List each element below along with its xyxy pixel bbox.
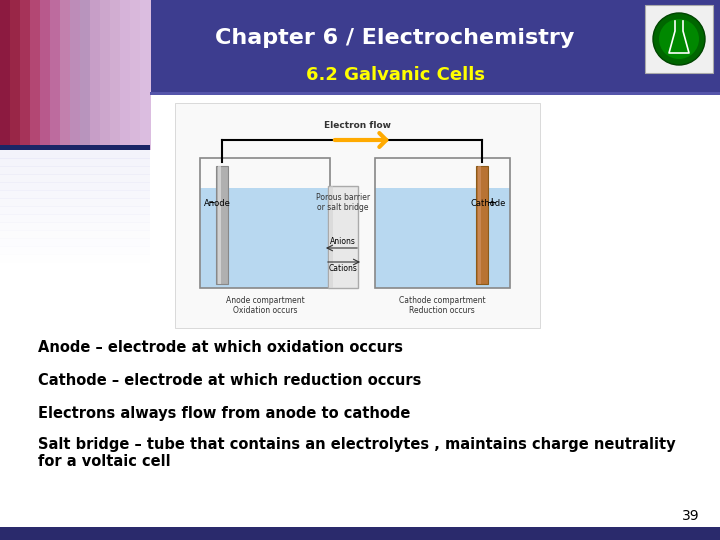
Bar xyxy=(216,166,228,284)
Bar xyxy=(200,158,330,288)
Bar xyxy=(0,238,150,247)
Bar xyxy=(200,188,330,288)
Bar xyxy=(0,0,11,150)
Bar xyxy=(0,166,150,175)
Bar xyxy=(130,0,141,150)
Bar xyxy=(0,182,150,191)
Text: 6.2 Galvanic Cells: 6.2 Galvanic Cells xyxy=(305,66,485,84)
Bar xyxy=(375,188,510,288)
Bar xyxy=(0,222,150,231)
Bar xyxy=(0,198,150,207)
Bar xyxy=(30,0,41,150)
Bar xyxy=(40,0,51,150)
Bar xyxy=(476,166,488,284)
Text: Cathode: Cathode xyxy=(471,199,506,207)
Bar xyxy=(60,0,71,150)
Bar xyxy=(0,0,720,95)
Bar xyxy=(0,206,150,215)
Bar xyxy=(120,0,131,150)
Bar xyxy=(0,145,150,150)
Bar xyxy=(0,174,150,183)
Bar xyxy=(20,0,31,150)
Bar xyxy=(328,186,358,288)
Text: Anode – electrode at which oxidation occurs: Anode – electrode at which oxidation occ… xyxy=(38,340,403,355)
Text: Cathode compartment
Reduction occurs: Cathode compartment Reduction occurs xyxy=(399,296,485,315)
Text: Cations: Cations xyxy=(328,264,357,273)
Text: Anode: Anode xyxy=(204,199,231,207)
Text: Anions: Anions xyxy=(330,237,356,246)
Bar xyxy=(100,0,111,150)
Bar xyxy=(140,0,151,150)
Bar xyxy=(0,254,150,263)
Bar xyxy=(10,0,21,150)
Bar xyxy=(70,0,81,150)
Bar xyxy=(80,0,91,150)
Bar xyxy=(0,527,720,540)
Circle shape xyxy=(659,19,699,59)
Bar xyxy=(645,5,713,73)
Bar xyxy=(218,166,221,284)
Bar xyxy=(175,103,540,328)
Text: Porous barrier
or salt bridge: Porous barrier or salt bridge xyxy=(316,193,370,212)
Bar xyxy=(110,0,121,150)
Bar xyxy=(0,150,150,159)
Text: Electrons always flow from anode to cathode: Electrons always flow from anode to cath… xyxy=(38,406,410,421)
Bar xyxy=(90,0,101,150)
Text: Cathode – electrode at which reduction occurs: Cathode – electrode at which reduction o… xyxy=(38,373,421,388)
Text: Salt bridge – tube that contains an electrolytes , maintains charge neutrality
f: Salt bridge – tube that contains an elec… xyxy=(38,437,675,469)
Circle shape xyxy=(653,13,705,65)
Bar xyxy=(478,166,481,284)
Bar xyxy=(0,158,150,167)
Text: Electron flow: Electron flow xyxy=(323,121,390,130)
Text: +: + xyxy=(487,197,498,210)
Bar xyxy=(0,190,150,199)
Text: Anode compartment
Oxidation occurs: Anode compartment Oxidation occurs xyxy=(225,296,305,315)
Bar xyxy=(375,158,510,288)
Bar xyxy=(0,230,150,239)
Bar xyxy=(0,262,150,271)
Bar xyxy=(150,92,720,95)
Text: 39: 39 xyxy=(683,509,700,523)
Bar xyxy=(330,186,333,288)
Bar xyxy=(50,0,61,150)
Text: –: – xyxy=(209,197,215,210)
Bar xyxy=(0,246,150,255)
Text: Chapter 6 / Electrochemistry: Chapter 6 / Electrochemistry xyxy=(215,28,575,48)
Bar xyxy=(0,214,150,223)
